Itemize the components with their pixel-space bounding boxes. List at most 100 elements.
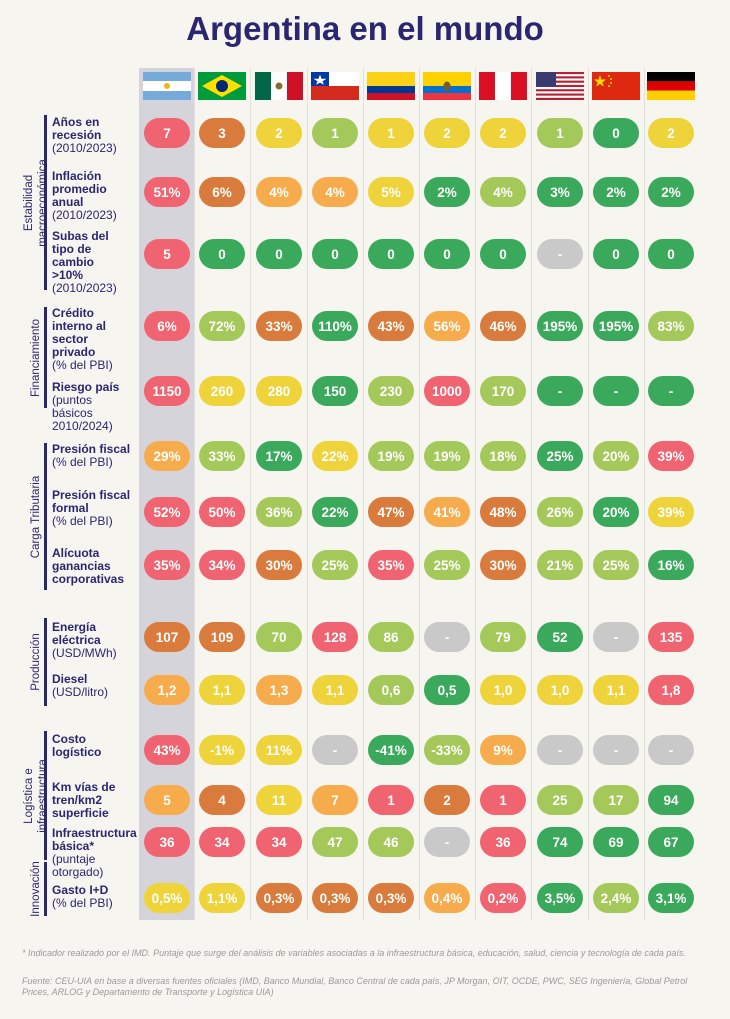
value-pill-ecuador: 2 [424, 785, 470, 815]
value-pill-germany: 0 [648, 239, 694, 269]
value-pill-chile: 110% [312, 311, 358, 341]
value-pill-china: - [593, 376, 639, 406]
value-pill-germany: - [648, 376, 694, 406]
value-pill-argentina: 7 [144, 118, 190, 148]
value-pill-peru: 1 [480, 785, 526, 815]
value-pill-ecuador: 0,5 [424, 675, 470, 705]
value-pill-mexico: 4% [256, 177, 302, 207]
row-label-unit: (USD/litro) [52, 685, 108, 699]
value-pill-ecuador: -33% [424, 735, 470, 765]
value-pill-mexico: 0,3% [256, 883, 302, 913]
ecuador-flag [423, 72, 471, 100]
row-label-title: logístico [52, 745, 102, 759]
chile-flag [311, 72, 359, 100]
argentina-flag [143, 72, 191, 100]
value-pill-colombia: 5% [368, 177, 414, 207]
row-label-title: promedio [52, 182, 107, 196]
group-bracket-estabilidad [44, 115, 47, 290]
column-divider [644, 68, 645, 920]
germany-flag [647, 72, 695, 100]
value-pill-mexico: 0 [256, 239, 302, 269]
value-pill-ecuador: 56% [424, 311, 470, 341]
value-pill-peru: 79 [480, 622, 526, 652]
row-label-title: tren/km2 [52, 793, 103, 807]
value-pill-germany: 2% [648, 177, 694, 207]
row-label: Inflación promedio anual (2010/2023) [52, 170, 136, 222]
value-pill-chile: - [312, 735, 358, 765]
value-pill-peru: 0,2% [480, 883, 526, 913]
value-pill-brazil: 4 [199, 785, 245, 815]
row-label-title: eléctrica [52, 633, 101, 647]
group-bracket-financiamiento [44, 307, 47, 408]
value-pill-brazil: 50% [199, 497, 245, 527]
value-pill-germany: 67 [648, 827, 694, 857]
peru-flag [479, 72, 527, 100]
row-label-title: cambio [52, 255, 95, 269]
value-pill-brazil: 34% [199, 550, 245, 580]
value-pill-argentina: 1,2 [144, 675, 190, 705]
value-pill-argentina: 52% [144, 497, 190, 527]
column-divider [250, 68, 251, 920]
row-label-title: Energía [52, 620, 97, 634]
value-pill-peru: 36 [480, 827, 526, 857]
value-pill-chile: 1 [312, 118, 358, 148]
value-pill-ecuador: 19% [424, 441, 470, 471]
value-pill-mexico: 34 [256, 827, 302, 857]
value-pill-peru: 170 [480, 376, 526, 406]
row-label-title: Inflación [52, 169, 102, 183]
row-label-title: Crédito [52, 306, 94, 320]
value-pill-argentina: 29% [144, 441, 190, 471]
value-pill-argentina: 5 [144, 239, 190, 269]
value-pill-colombia: 0 [368, 239, 414, 269]
row-label-unit: (% del PBI) [52, 896, 113, 910]
value-pill-ecuador: - [424, 622, 470, 652]
value-pill-brazil: 3 [199, 118, 245, 148]
value-pill-chile: 0 [312, 239, 358, 269]
value-pill-peru: 0 [480, 239, 526, 269]
row-label-title: ganancias [52, 559, 111, 573]
value-pill-mexico: 11 [256, 785, 302, 815]
column-divider [363, 68, 364, 920]
row-label-title: Alícuota [52, 546, 100, 560]
value-pill-brazil: 260 [199, 376, 245, 406]
value-pill-china: 2% [593, 177, 639, 207]
value-pill-china: 0 [593, 239, 639, 269]
value-pill-peru: 1,0 [480, 675, 526, 705]
row-label-title: Gasto I+D [52, 883, 109, 897]
row-label-title: Km vías de [52, 780, 116, 794]
row-label-unit: (puntos básicos [52, 393, 93, 420]
row-label-title: Infraestructura [52, 826, 137, 840]
value-pill-germany: 135 [648, 622, 694, 652]
value-pill-peru: 4% [480, 177, 526, 207]
row-label: Km vías de tren/km2 superficie [52, 781, 136, 820]
row-label-unit: (2010/2023) [52, 208, 117, 222]
value-pill-mexico: 17% [256, 441, 302, 471]
value-pill-germany: 16% [648, 550, 694, 580]
row-label-title: tipo de [52, 242, 92, 256]
value-pill-germany: 83% [648, 311, 694, 341]
china-flag [592, 72, 640, 100]
value-pill-usa: - [537, 735, 583, 765]
value-pill-chile: 0,3% [312, 883, 358, 913]
value-pill-mexico: 70 [256, 622, 302, 652]
value-pill-china: 25% [593, 550, 639, 580]
row-label: Presión fiscal formal (% del PBI) [52, 489, 136, 528]
row-label-unit: (% del PBI) [52, 514, 113, 528]
column-divider [531, 68, 532, 920]
row-label: Diesel (USD/litro) [52, 673, 136, 699]
value-pill-colombia: 35% [368, 550, 414, 580]
row-label: Alícuota ganancias corporativas [52, 547, 136, 586]
column-divider [419, 68, 420, 920]
row-label: Subas del tipo de cambio >10% (2010/2023) [52, 230, 136, 295]
value-pill-colombia: 1 [368, 118, 414, 148]
value-pill-peru: 46% [480, 311, 526, 341]
value-pill-peru: 2 [480, 118, 526, 148]
row-label-unit: (2010/2023) [52, 281, 117, 295]
value-pill-usa: 52 [537, 622, 583, 652]
value-pill-usa: 74 [537, 827, 583, 857]
value-pill-ecuador: 2 [424, 118, 470, 148]
value-pill-mexico: 11% [256, 735, 302, 765]
value-pill-brazil: 72% [199, 311, 245, 341]
value-pill-argentina: 0,5% [144, 883, 190, 913]
value-pill-usa: - [537, 376, 583, 406]
